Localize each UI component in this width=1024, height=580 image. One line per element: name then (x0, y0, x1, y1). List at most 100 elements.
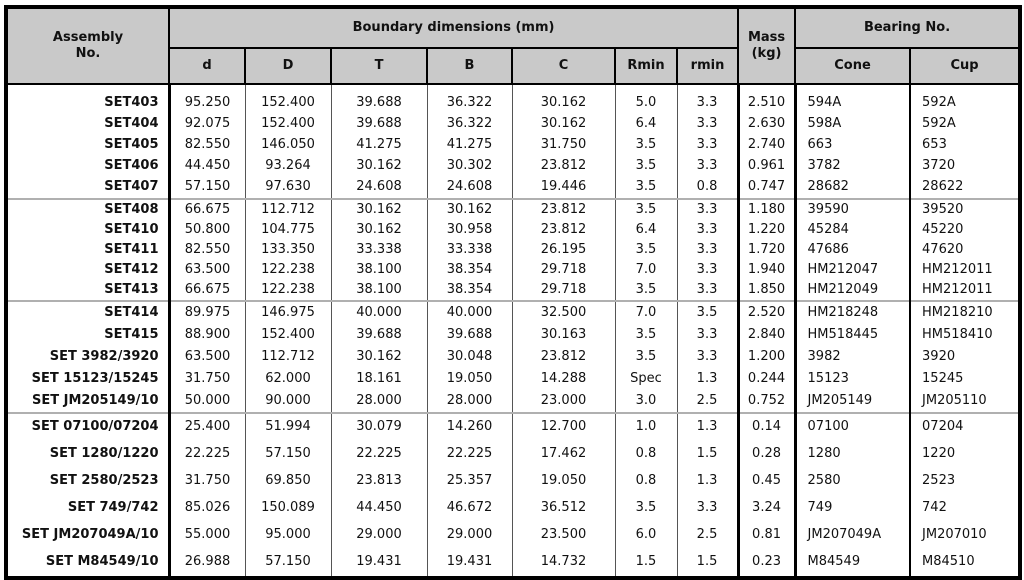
col-header-Rmin: Rmin (614, 47, 678, 85)
cell-rmin: 3.3 (676, 346, 739, 368)
cell-Rmin: 3.5 (614, 177, 677, 199)
cell-rmin: 2.5 (676, 522, 739, 549)
cell-T: 23.813 (330, 468, 427, 495)
cell-d: 63.500 (167, 346, 245, 368)
cell-rmin: 1.3 (676, 468, 739, 495)
cell-rmin: 3.3 (676, 324, 739, 346)
cell-Rmin: 0.8 (614, 441, 677, 468)
cell-mass: 0.244 (736, 368, 797, 390)
cell-mass: 2.840 (736, 324, 797, 346)
table-row: SET 2580/2523 31.750 69.850 23.813 25.357 19.… (6, 468, 1021, 495)
cell-cone: JM207049A (793, 522, 911, 549)
cell-B: 19.050 (426, 368, 512, 390)
cell-cone: 3782 (793, 156, 911, 177)
cell-d: 92.075 (167, 114, 245, 135)
cell-d: 85.026 (167, 495, 245, 522)
table-row: SET403 95.250 152.400 39.688 36.322 30.162 5.0… (6, 84, 1021, 114)
cell-T: 44.450 (330, 495, 427, 522)
table-row: SET414 89.975 146.975 40.000 40.000 32.500 7.0… (6, 300, 1021, 324)
cell-B: 30.162 (426, 198, 512, 220)
cell-mass: 1.850 (736, 280, 797, 301)
cell-cup: 2523 (909, 468, 1021, 495)
cell-C: 12.700 (511, 412, 615, 441)
table-row: SET JM207049A/10 55.000 95.000 29.000 29.000… (6, 522, 1021, 549)
cell-Rmin: 3.5 (614, 346, 677, 368)
cell-B: 40.000 (426, 300, 512, 324)
cell-B: 38.354 (426, 260, 512, 280)
bearing-spec-table: Assembly No. Boundary dimensions (mm) Ma… (4, 5, 1023, 580)
cell-T: 30.162 (330, 220, 427, 240)
cell-assembly: SET413 (6, 280, 171, 301)
cell-cup: HM518410 (909, 324, 1021, 346)
cell-cone: 28682 (793, 177, 911, 199)
cell-assembly: SET 2580/2523 (6, 468, 171, 495)
cell-B: 36.322 (426, 114, 512, 135)
cell-T: 39.688 (330, 114, 427, 135)
cell-d: 95.250 (167, 84, 245, 114)
cell-T: 19.431 (330, 549, 427, 578)
cell-d: 55.000 (167, 522, 245, 549)
cell-C: 17.462 (511, 441, 615, 468)
cell-D: 51.994 (244, 412, 331, 441)
cell-cup: 653 (909, 135, 1021, 156)
cell-cup: 592A (909, 84, 1021, 114)
cell-T: 30.079 (330, 412, 427, 441)
cell-Rmin: 3.5 (614, 135, 677, 156)
col-header-bearing-no: Bearing No. (794, 6, 1022, 49)
cell-C: 23.812 (511, 156, 615, 177)
cell-C: 23.812 (511, 220, 615, 240)
cell-Rmin: 6.4 (614, 114, 677, 135)
cell-Rmin: 5.0 (614, 84, 677, 114)
cell-D: 133.350 (244, 240, 331, 260)
col-header-D: D (244, 47, 332, 85)
cell-rmin: 3.3 (676, 280, 739, 301)
cell-mass: 0.81 (736, 522, 797, 549)
table-row: SET 1280/1220 22.225 57.150 22.225 22.225 17.… (6, 441, 1021, 468)
cell-d: 66.675 (167, 280, 245, 301)
cell-D: 152.400 (244, 84, 331, 114)
cell-cup: 28622 (909, 177, 1021, 199)
cell-C: 29.718 (511, 260, 615, 280)
cell-T: 39.688 (330, 84, 427, 114)
cell-cone: 15123 (793, 368, 911, 390)
cell-rmin: 3.3 (676, 260, 739, 280)
cell-cone: M84549 (793, 549, 911, 578)
cell-C: 14.732 (511, 549, 615, 578)
cell-cone: 45284 (793, 220, 911, 240)
cell-cone: 47686 (793, 240, 911, 260)
cell-d: 31.750 (167, 368, 245, 390)
cell-C: 23.000 (511, 390, 615, 413)
cell-D: 112.712 (244, 198, 331, 220)
table-row: SET410 50.800 104.775 30.162 30.958 23.812 6.4… (6, 220, 1021, 240)
cell-C: 23.500 (511, 522, 615, 549)
cell-assembly: SET 07100/07204 (6, 412, 171, 441)
cell-Rmin: 1.5 (614, 549, 677, 578)
cell-B: 14.260 (426, 412, 512, 441)
cell-rmin: 0.8 (676, 177, 739, 199)
cell-B: 19.431 (426, 549, 512, 578)
cell-B: 22.225 (426, 441, 512, 468)
cell-Rmin: 3.5 (614, 495, 677, 522)
table-row: SET406 44.450 93.264 30.162 30.302 23.812 3.5 3… (6, 156, 1021, 177)
col-header-assembly-no: Assembly No. (5, 6, 170, 85)
cell-B: 25.357 (426, 468, 512, 495)
cell-cup: HM212011 (909, 280, 1021, 301)
cell-mass: 0.28 (736, 441, 797, 468)
cell-d: 50.000 (167, 390, 245, 413)
col-header-cup: Cup (909, 47, 1022, 85)
cell-T: 29.000 (330, 522, 427, 549)
cell-cone: 07100 (793, 412, 911, 441)
cell-Rmin: Spec (614, 368, 677, 390)
cell-assembly: SET411 (6, 240, 171, 260)
cell-B: 30.048 (426, 346, 512, 368)
cell-D: 104.775 (244, 220, 331, 240)
cell-cup: 15245 (909, 368, 1021, 390)
cell-assembly: SET406 (6, 156, 171, 177)
cell-mass: 2.520 (736, 300, 797, 324)
cell-C: 19.050 (511, 468, 615, 495)
cell-B: 24.608 (426, 177, 512, 199)
cell-mass: 1.940 (736, 260, 797, 280)
cell-mass: 0.747 (736, 177, 797, 199)
cell-rmin: 1.5 (676, 549, 739, 578)
cell-mass: 1.220 (736, 220, 797, 240)
